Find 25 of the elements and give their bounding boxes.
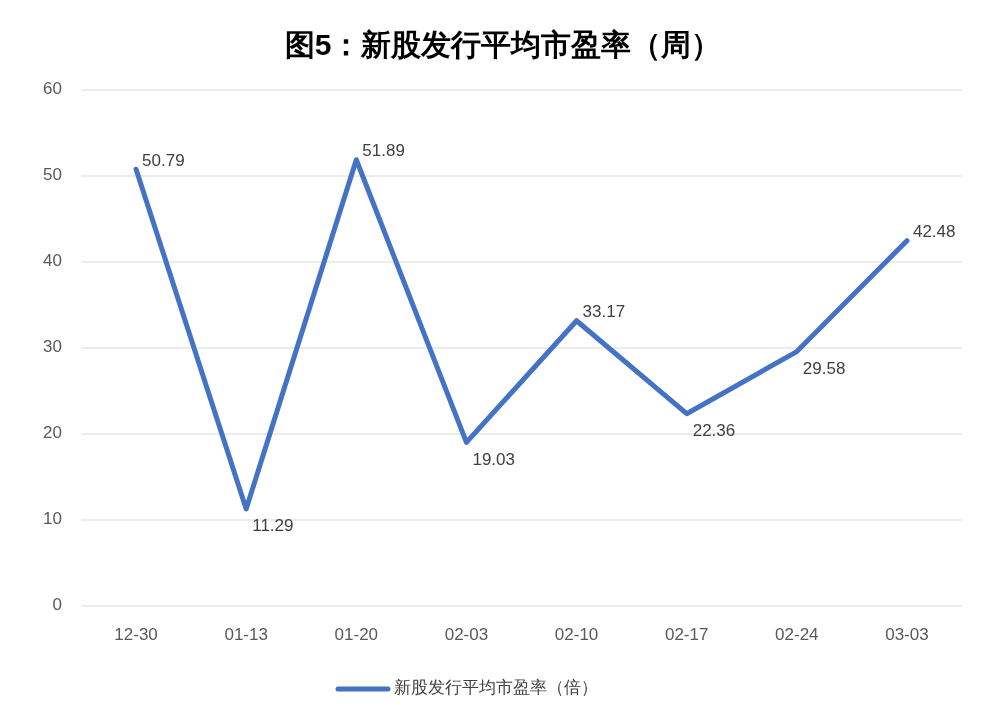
x-tick-label: 01-20 xyxy=(334,625,379,644)
y-tick-label: 40 xyxy=(43,251,62,271)
y-tick-label: 50 xyxy=(43,165,62,185)
x-tick-label: 12-30 xyxy=(114,625,158,644)
y-tick-label: 0 xyxy=(52,595,62,615)
data-label: 22.36 xyxy=(692,421,736,441)
x-tick-label: 02-03 xyxy=(444,625,489,644)
data-label: 51.89 xyxy=(362,141,405,161)
x-tick-label: 03-03 xyxy=(885,625,929,644)
data-label: 19.03 xyxy=(472,449,515,469)
data-label: 11.29 xyxy=(252,516,294,536)
legend-label: 新股发行平均市盈率（倍） xyxy=(394,678,598,698)
x-tick-label: 02-10 xyxy=(554,625,599,644)
x-tick-label: 02-17 xyxy=(664,625,709,644)
x-tick-label: 01-13 xyxy=(224,625,268,644)
y-tick-label: 60 xyxy=(43,79,62,99)
chart-title: 图5：新股发行平均市盈率（周） xyxy=(284,28,722,61)
data-label: 29.58 xyxy=(802,359,846,379)
data-label: 50.79 xyxy=(142,150,185,170)
y-tick-label: 10 xyxy=(43,509,62,529)
data-label: 33.17 xyxy=(582,302,626,322)
data-label: 42.48 xyxy=(912,222,956,242)
x-tick-label: 02-24 xyxy=(775,625,819,644)
y-tick-label: 30 xyxy=(43,337,62,357)
y-tick-label: 20 xyxy=(43,423,62,443)
